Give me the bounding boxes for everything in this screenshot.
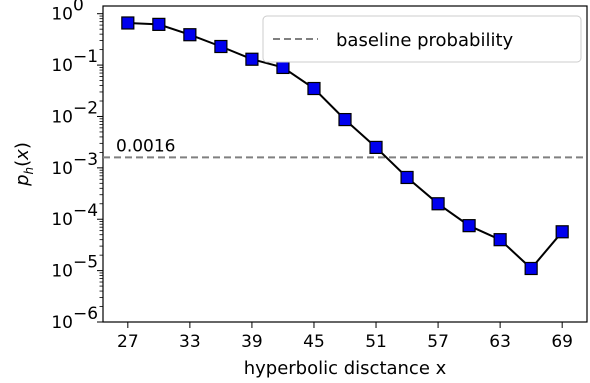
data-point [214, 39, 228, 54]
data-point [152, 17, 166, 31]
y-tick-label: 10 [51, 56, 73, 76]
y-tick-label: 10 [51, 159, 73, 179]
y-axis-label-sub: h [22, 167, 36, 175]
x-tick-label: 39 [241, 332, 263, 352]
data-point [400, 170, 414, 185]
x-tick-label: 63 [489, 332, 511, 352]
x-axis-label: hyperbolic disctance x [244, 358, 447, 379]
baseline-group: 0.0016 [103, 136, 587, 159]
x-axis-ticks: 27 33 39 45 51 57 63 69 [117, 322, 573, 352]
y-tick-label: 10 [51, 313, 73, 333]
data-point [431, 197, 445, 211]
y-tick-exponent: −1 [73, 47, 98, 67]
data-point [245, 52, 259, 66]
x-tick-label: 33 [179, 332, 201, 352]
y-axis-label-tail: (x) [12, 142, 33, 167]
legend-box [262, 15, 582, 63]
y-tick-label: 10 [51, 210, 73, 230]
legend: baseline probability [262, 15, 582, 63]
y-tick-label: 10 [51, 5, 73, 25]
x-tick-label: 51 [365, 332, 387, 352]
axes-frame [102, 5, 588, 323]
x-tick-label: 57 [427, 332, 449, 352]
x-tick-label: 27 [117, 332, 139, 352]
data-point [338, 112, 352, 127]
data-point [462, 219, 476, 233]
y-tick-exponent: −4 [73, 201, 98, 221]
y-tick-exponent: −3 [73, 150, 98, 170]
y-axis-label: ph(x) [12, 142, 36, 187]
plot-area [102, 5, 588, 323]
x-tick-label: 45 [303, 332, 325, 352]
y-tick-label: 10 [51, 107, 73, 127]
series-group [121, 16, 569, 276]
baseline-annotation: 0.0016 [116, 136, 175, 156]
data-point [524, 261, 538, 276]
y-tick-exponent: 0 [73, 0, 84, 16]
y-paren-close: ) [12, 142, 33, 149]
legend-label: baseline probability [336, 30, 514, 51]
data-point [555, 225, 569, 239]
data-point [276, 60, 290, 75]
y-tick-exponent: −2 [73, 98, 98, 118]
y-paren-x: x [12, 149, 33, 161]
data-point [307, 81, 321, 96]
x-tick-label: 69 [551, 332, 573, 352]
y-paren-open: ( [12, 160, 33, 167]
y-tick-label: 10 [51, 262, 73, 282]
data-point [493, 233, 507, 247]
data-point [121, 16, 135, 30]
data-point [369, 140, 383, 155]
data-point [183, 28, 197, 42]
y-axis-label-main: p [12, 174, 33, 186]
y-tick-exponent: −5 [73, 253, 98, 273]
y-tick-exponent: −6 [73, 304, 98, 324]
